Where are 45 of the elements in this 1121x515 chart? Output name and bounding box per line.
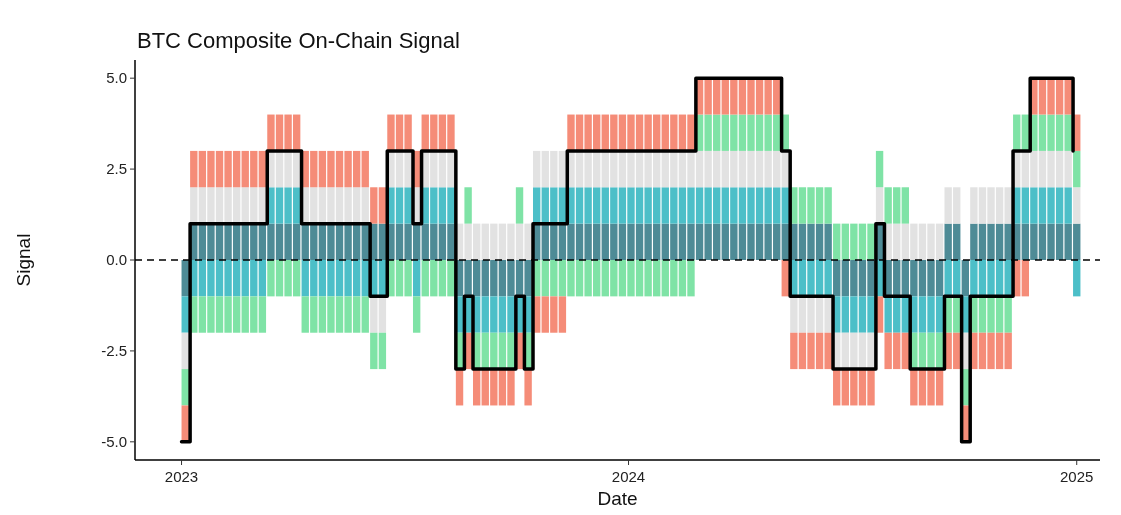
bar: [378, 296, 387, 333]
bar: [412, 296, 421, 333]
y-tick-label: -5.0: [101, 433, 127, 451]
bar: [370, 332, 378, 370]
bar: [1073, 150, 1081, 188]
y-axis-title: Signal: [13, 233, 34, 287]
x-tick-label: 2023: [164, 468, 199, 485]
bar: [901, 187, 909, 224]
bar: [515, 187, 524, 224]
x-axis-title: Date: [597, 488, 638, 509]
bar: [258, 296, 267, 333]
bar: [258, 187, 267, 224]
y-tick-label: 2.5: [106, 160, 127, 178]
bar: [361, 150, 369, 188]
x-tick-label: 2025: [1060, 468, 1094, 485]
bar: [378, 260, 387, 297]
bar: [258, 260, 267, 297]
bar: [361, 296, 369, 333]
bar: [833, 260, 841, 297]
bar: [378, 223, 387, 260]
y-tick-label: 0.0: [106, 251, 127, 269]
bar: [370, 187, 378, 224]
chart-title: BTC Composite On-Chain Signal: [137, 28, 460, 53]
y-tick-label: -2.5: [101, 342, 127, 360]
bar: [1073, 260, 1081, 297]
y-tick-label: 5.0: [106, 69, 127, 87]
x-tick-label: 2024: [611, 468, 646, 485]
bar: [533, 187, 541, 224]
bar: [361, 187, 369, 224]
bar: [1073, 187, 1081, 224]
bar: [412, 260, 421, 297]
bar: [190, 187, 198, 224]
bar: [875, 187, 884, 224]
bar: [533, 150, 541, 188]
bar: [190, 150, 198, 188]
bar: [464, 187, 472, 224]
bar: [370, 296, 378, 333]
bar: [875, 150, 884, 188]
bar: [1021, 260, 1029, 297]
bar: [378, 332, 387, 370]
bar: [524, 369, 532, 406]
bar: [961, 260, 969, 297]
bar: [833, 223, 841, 260]
bar: [378, 187, 387, 224]
bar: [258, 150, 267, 188]
